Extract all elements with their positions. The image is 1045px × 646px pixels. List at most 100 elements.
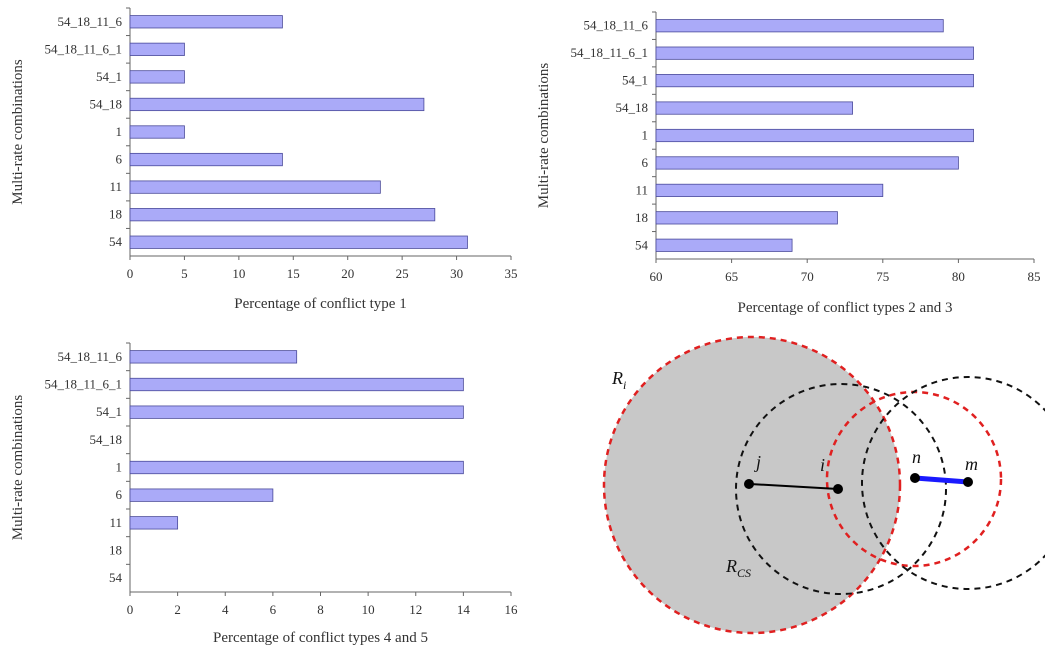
chart3-bar [129,460,464,475]
chart2-bar [655,46,974,60]
interference-diagram: Ri RCS j i n m [602,335,1045,635]
chart2-bar [655,74,974,88]
link-j-i [749,483,839,490]
chart2-category-label: 54 [635,237,649,252]
chart2-category-label: 6 [642,155,649,170]
chart1-bar [129,42,185,56]
chart3-x-tick-label: 8 [317,602,324,617]
chart3-category-label: 54_18_11_6_1 [44,377,122,392]
chart1-category-label: 1 [116,124,123,139]
chart1-bar [129,70,185,84]
chart2-y-axis-label: Multi-rate combinations [536,63,552,209]
node-m-label: m [965,454,978,474]
svg-text:RCS: RCS [725,556,751,580]
rcs-subscript: CS [737,566,751,580]
chart2-category-label: 1 [642,128,649,143]
ri-label: R [611,368,623,388]
chart1-x-tick-label: 10 [232,266,245,281]
carrier-sense-circle-m [861,376,1045,590]
chart1-category-label: 11 [109,179,122,194]
chart3-category-label: 1 [116,460,123,475]
chart2-x-tick-label: 75 [876,269,889,284]
node-n [910,473,920,483]
chart1-x-tick-label: 25 [396,266,409,281]
chart3-x-tick-label: 12 [409,602,422,617]
rcs-label: R [725,556,737,576]
chart1-category-label: 54 [109,234,123,249]
chart2-bar [655,238,793,252]
chart2-x-axis-label: Percentage of conflict types 2 and 3 [738,300,953,316]
svg-text:Ri: Ri [611,368,626,392]
chart1-x-tick-label: 5 [181,266,188,281]
chart2-group: 54_18_11_6 54_18_11_6_1 54_1 54_18 1 6 11 18 54 6… [536,11,1041,316]
chart2-bar [655,19,944,33]
chart1-bar [129,152,283,167]
chart1-x-tick-label: 15 [287,266,300,281]
chart3-x-tick-label: 10 [362,602,375,617]
chart2-x-tick-label: 60 [650,269,663,284]
chart3-category-label: 54_18_11_6 [57,349,122,364]
chart3-category-label: 11 [109,515,122,530]
node-i [833,484,843,494]
chart2-bar [655,156,959,170]
chart2-x-tick-label: 70 [801,269,814,284]
chart1-bar [129,180,381,194]
chart2-category-label: 11 [635,182,648,197]
chart1-category-label: 54_18 [90,96,123,111]
chart1-x-tick-label: 35 [505,266,518,281]
chart2-x-tick-label: 85 [1028,269,1041,284]
chart3-bar [129,488,274,502]
chart1-x-tick-label: 30 [450,266,463,281]
chart3-bar [129,377,464,392]
chart3-category-label: 54 [109,570,123,585]
chart3-category-label: 18 [109,543,122,558]
chart1-x-tick-label: 0 [127,266,134,281]
chart2-x-tick-label: 80 [952,269,965,284]
chart3-y-axis-label: Multi-rate combinations [10,395,26,541]
chart3-category-label: 6 [116,487,123,502]
chart1-bar [129,125,185,139]
chart2-bar [655,183,884,197]
chart3-bar [129,350,298,364]
chart3-category-label: 54_1 [96,404,122,419]
chart2-bar [655,101,853,115]
node-i-label: i [820,455,825,475]
chart3-group: 54_18_11_654_18_11_6_154_154_18161118540… [10,342,519,646]
chart2-bar [655,128,974,143]
node-j [744,479,754,489]
chart3-x-tick-label: 14 [457,602,471,617]
chart1-category-label: 54_18_11_6 [57,14,122,29]
chart1-group: 54_18_11_6 54_18_11_6_1 54_1 54_18 1 6 11 18 54 0… [10,7,518,312]
ri-subscript: i [623,378,626,392]
chart2-category-label: 18 [635,210,648,225]
chart2-category-label: 54_1 [622,73,648,88]
chart3-x-tick-label: 2 [174,602,181,617]
chart3-category-label: 54_18 [90,432,123,447]
chart1-bar [129,235,468,249]
node-m [963,477,973,487]
chart2-bar [655,211,838,225]
link-n-m [914,475,969,485]
chart1-category-label: 54_1 [96,69,122,84]
chart2-category-label: 54_18_11_6_1 [570,45,648,60]
chart1-x-axis-label: Percentage of conflict type 1 [234,296,406,312]
chart1-y-axis-label: Multi-rate combinations [10,59,26,205]
chart1-bar [129,15,283,29]
chart1-x-tick-label: 20 [341,266,354,281]
chart3-bar [129,405,464,419]
node-j-label: j [754,452,761,472]
chart1-bar [129,97,425,112]
chart2-category-label: 54_18_11_6 [583,18,648,33]
chart3-x-tick-label: 4 [222,602,229,617]
chart1-category-label: 54_18_11_6_1 [44,41,122,56]
chart1-category-label: 6 [116,152,123,167]
chart3-x-tick-label: 16 [505,602,519,617]
chart2-category-label: 54_18 [616,100,649,115]
chart1-bar [129,208,436,222]
chart1-category-label: 18 [109,207,122,222]
chart3-bar [129,516,179,530]
chart3-x-tick-label: 6 [270,602,277,617]
chart3-x-axis-label: Percentage of conflict types 4 and 5 [213,630,428,646]
chart2-x-tick-label: 65 [725,269,738,284]
